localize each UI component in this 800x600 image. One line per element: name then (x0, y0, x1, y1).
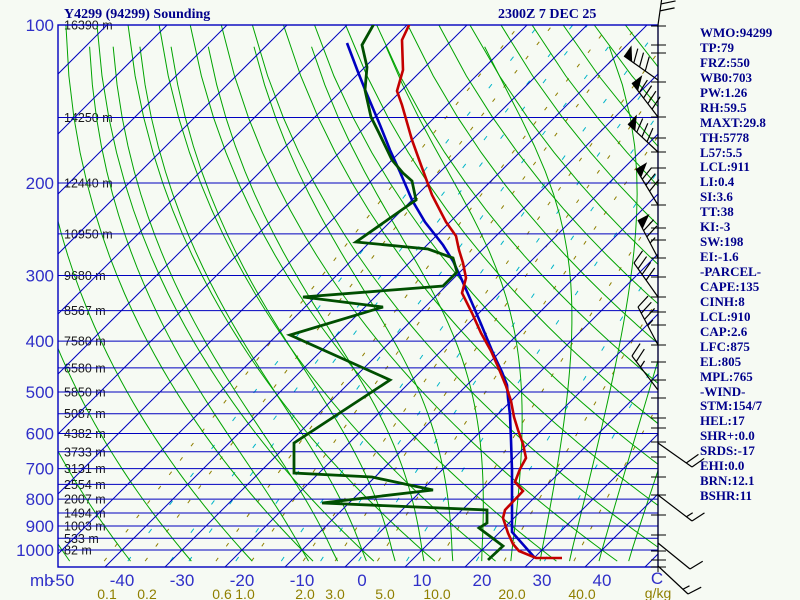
temp-tick-label: -30 (170, 571, 195, 590)
wind-barb (657, 0, 676, 26)
indices-panel: WMO:94299 TP:79 FRZ:550 WB0:703 PW:1.26 RH:59… (700, 25, 773, 504)
temp-tick-label: 40 (593, 571, 612, 590)
stat-line: KI:-3 (700, 219, 731, 235)
pressure-tick-label: 300 (26, 266, 54, 285)
stat-line: SI:3.6 (700, 189, 733, 205)
wind-barb (627, 114, 659, 153)
stat-line: PW:1.26 (700, 84, 748, 100)
stat-line: EHI:0.0 (700, 458, 745, 474)
stat-line: LI:0.4 (700, 174, 735, 190)
mixing-ratio-label: 2.0 (295, 586, 315, 600)
wind-barbs (623, 0, 705, 595)
valid-datetime: 2300Z 7 DEC 25 (498, 7, 597, 22)
stat-line: SRDS:-17 (700, 443, 755, 459)
wetbulb-trace (345, 42, 536, 559)
stat-line: WB0:703 (700, 69, 752, 85)
mixing-ratio-label: 1.0 (235, 586, 255, 600)
pressure-gridlines (58, 24, 658, 551)
temp-tick-label: -50 (50, 571, 75, 590)
temp-tick-label: 20 (473, 571, 492, 590)
mixing-ratio-lines (103, 25, 658, 562)
wind-barb (657, 494, 705, 522)
pressure-tick-label: 700 (26, 460, 54, 479)
temp-tick-label: -20 (230, 571, 255, 590)
stat-line: BSHR:11 (700, 488, 753, 504)
wind-barb (631, 343, 659, 391)
stat-line: TP:79 (700, 39, 734, 55)
stat-line: BRN:12.1 (700, 473, 755, 489)
stat-line: RH:59.5 (700, 99, 747, 115)
stat-line: FRZ:550 (700, 54, 750, 70)
wind-barb (633, 250, 659, 298)
temp-tick-label: 0 (357, 571, 366, 590)
stat-line: STM:154/7 (700, 398, 763, 414)
pressure-tick-label: 400 (26, 332, 54, 351)
stat-line: CAPE:135 (700, 278, 760, 294)
wind-barb (623, 45, 659, 81)
pressure-tick-label: 800 (26, 490, 54, 509)
stat-line: LCL:911 (700, 159, 750, 175)
wind-barb (657, 542, 704, 570)
stat-line: SHR+:0.0 (700, 428, 755, 444)
mixing-ratio-label: 3.0 (325, 586, 345, 600)
stat-line: EI:-1.6 (700, 249, 739, 265)
pressure-tick-label: 200 (26, 174, 54, 193)
stat-line: TT:38 (700, 204, 734, 220)
pressure-tick-label: 900 (26, 517, 54, 536)
mixing-ratio-label: 0.6 (212, 586, 232, 600)
temp-tick-label: 10 (413, 571, 432, 590)
temp-unit-label: C (651, 569, 663, 588)
stat-line: HEL:17 (700, 413, 745, 429)
stat-line: EL:805 (700, 353, 742, 369)
stat-line: SW:198 (700, 234, 744, 250)
dewpoint-trace (286, 25, 506, 562)
stat-line: CINH:8 (700, 293, 745, 309)
temperature-trace (395, 25, 562, 560)
temperature-axis-labels: -50 -40 -30 -20 -10 0 10 20 30 40 C (50, 569, 663, 590)
stat-line: LCL:910 (700, 308, 751, 324)
pressure-tick-label: 100 (26, 16, 54, 35)
temp-tick-label: 30 (533, 571, 552, 590)
stat-line: MAXT:29.8 (700, 114, 766, 130)
pressure-tick-label: 500 (26, 383, 54, 402)
mixing-ratio-minor-lines (127, 25, 658, 562)
pressure-tick-label: 1000 (16, 541, 54, 560)
wind-barb (657, 442, 705, 468)
wind-barb (631, 75, 661, 118)
stat-line: CAP:2.6 (700, 323, 748, 339)
mixing-ratio-label: 0.2 (137, 586, 157, 600)
wind-barb (637, 295, 659, 346)
chart-title: Y4299 (94299) Sounding (64, 7, 211, 22)
mixing-ratio-label: 40.0 (568, 586, 595, 600)
stat-line: -WIND- (700, 383, 746, 399)
stat-line: LFC:875 (700, 338, 750, 354)
stat-line: TH:5778 (700, 129, 750, 145)
mixing-ratio-label: 10.0 (423, 586, 450, 600)
stat-line: MPL:765 (700, 368, 753, 384)
plot-border (57, 24, 659, 568)
temp-tick-label: -40 (110, 571, 135, 590)
stat-line: L57:5.5 (700, 144, 743, 160)
mixing-ratio-labels: 0.1 0.2 0.6 1.0 2.0 3.0 5.0 10.0 20.0 40.0 g/kg (97, 585, 671, 600)
mixing-unit-label: g/kg (645, 585, 671, 600)
stat-line: WMO:94299 (700, 25, 773, 40)
dry-adiabats (58, 25, 658, 562)
mixing-ratio-label: 5.0 (375, 586, 395, 600)
wind-barb (635, 162, 660, 206)
stat-line: -PARCEL- (700, 264, 762, 279)
temp-tick-label: -10 (290, 571, 315, 590)
mixing-ratio-label: 0.1 (97, 586, 117, 600)
pressure-tick-label: 600 (26, 425, 54, 444)
pressure-axis-labels: 100 200 300 400 500 600 700 800 900 1000 mb (16, 16, 54, 590)
wind-barb (637, 213, 659, 259)
mixing-ratio-label: 20.0 (498, 586, 525, 600)
wind-barb (657, 565, 702, 595)
pressure-unit-label: mb (30, 571, 54, 590)
